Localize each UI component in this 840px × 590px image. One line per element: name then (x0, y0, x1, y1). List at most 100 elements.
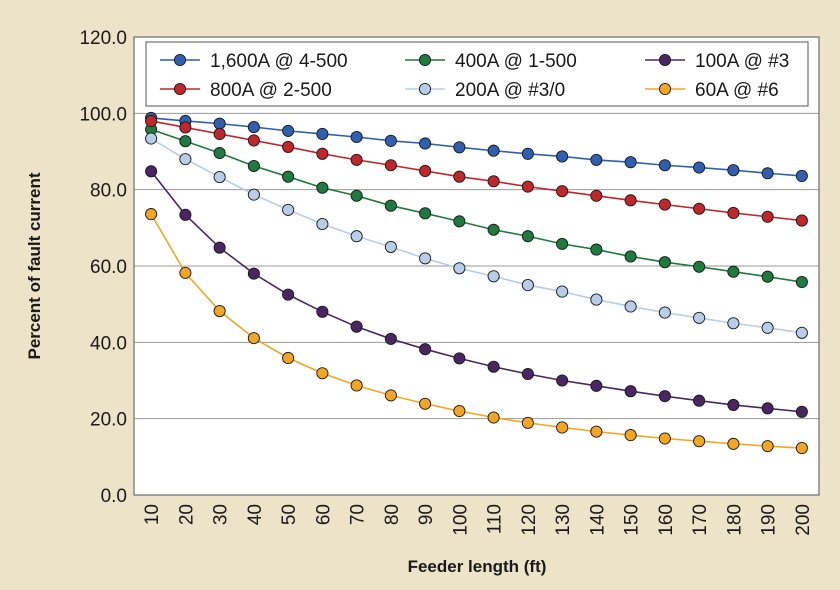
x-tick-label: 140 (587, 504, 608, 536)
data-point (316, 181, 329, 194)
data-point (453, 404, 466, 418)
x-tick-label: 100 (450, 504, 471, 536)
data-point (453, 141, 466, 154)
data-point (453, 352, 466, 365)
x-tick-label: 180 (724, 504, 745, 536)
data-point (795, 405, 808, 418)
data-point (658, 198, 671, 211)
data-point (213, 117, 226, 130)
data-point (795, 275, 808, 289)
data-point (179, 153, 192, 166)
x-tick-label: 60 (313, 504, 334, 525)
data-point (727, 206, 740, 219)
data-point (179, 121, 192, 134)
series-2 (145, 123, 808, 289)
y-tick-label: 40.0 (90, 333, 127, 354)
data-point (658, 159, 671, 172)
legend-swatch-marker (658, 53, 672, 67)
data-point (282, 351, 295, 365)
data-point (350, 379, 363, 392)
data-point (350, 320, 363, 333)
data-point (179, 208, 192, 221)
data-point (521, 147, 534, 160)
legend-label: 100A @ #3 (695, 51, 789, 72)
data-point (761, 210, 774, 223)
data-point (487, 175, 500, 188)
legend-label: 60A @ #6 (695, 80, 779, 101)
data-point (282, 124, 295, 137)
data-point (487, 270, 500, 283)
data-point (247, 159, 260, 173)
data-point (145, 165, 158, 178)
data-point (487, 223, 500, 236)
data-point (658, 390, 671, 403)
data-point (556, 237, 569, 250)
data-point (693, 202, 706, 215)
data-point (693, 260, 706, 273)
data-point (179, 266, 192, 279)
data-point (556, 285, 569, 298)
data-point (795, 326, 808, 339)
y-tick-label: 120.0 (79, 28, 127, 49)
y-tick-label: 0.0 (101, 486, 127, 507)
data-point (384, 240, 397, 253)
data-point (384, 199, 397, 212)
data-point (384, 159, 397, 172)
data-point (487, 411, 500, 424)
legend: 1,600A @ 4-500 400A @ 1-500 100A @ #3 800A … (145, 41, 809, 107)
data-point (350, 189, 363, 202)
data-point (795, 214, 808, 227)
data-point (247, 188, 260, 201)
data-point (795, 442, 808, 455)
y-axis-title: Percent of fault current (25, 172, 44, 359)
data-point (145, 208, 158, 221)
data-point (487, 360, 500, 373)
x-tick-label: 80 (382, 504, 403, 525)
data-point (213, 127, 226, 140)
data-point (521, 367, 534, 381)
data-point (590, 153, 603, 166)
x-tick-label: 150 (622, 504, 643, 536)
x-axis-title: Feeder length (ft) (408, 557, 547, 576)
data-point (419, 397, 432, 410)
y-tick-label: 100.0 (79, 104, 127, 125)
data-point (316, 127, 329, 140)
x-tick-label: 110 (485, 504, 506, 534)
plot-border (133, 36, 820, 496)
data-point (282, 203, 295, 216)
data-point (350, 230, 363, 243)
data-point (624, 156, 637, 169)
data-point (556, 421, 569, 434)
data-point (145, 114, 158, 128)
x-tick-label: 130 (553, 504, 574, 536)
data-point (384, 332, 397, 345)
legend-swatch-marker (658, 82, 672, 96)
data-point (658, 256, 671, 269)
data-point (761, 402, 774, 415)
legend-swatch-marker (173, 53, 187, 67)
data-point (247, 267, 260, 280)
data-point (247, 121, 260, 134)
x-tick-label: 50 (279, 504, 300, 525)
series-6 (145, 208, 808, 455)
y-tick-label: 20.0 (90, 410, 127, 431)
data-point (487, 144, 500, 157)
data-point (316, 305, 329, 318)
data-point (693, 311, 706, 324)
data-point (624, 429, 637, 442)
legend-label: 400A @ 1-500 (455, 51, 577, 72)
x-tick-label: 20 (176, 504, 197, 525)
x-tick-label: 200 (793, 504, 814, 536)
data-point (727, 437, 740, 450)
x-tick-label: 190 (759, 504, 780, 536)
data-point (419, 137, 432, 150)
data-point (419, 252, 432, 265)
legend-label: 1,600A @ 4-500 (210, 51, 348, 72)
data-point (350, 130, 363, 144)
x-tick-label: 90 (416, 504, 437, 525)
series-layer (145, 111, 808, 455)
data-point (658, 306, 671, 319)
x-tick-label: 160 (656, 504, 677, 536)
data-point (282, 288, 295, 301)
data-point (282, 140, 295, 153)
